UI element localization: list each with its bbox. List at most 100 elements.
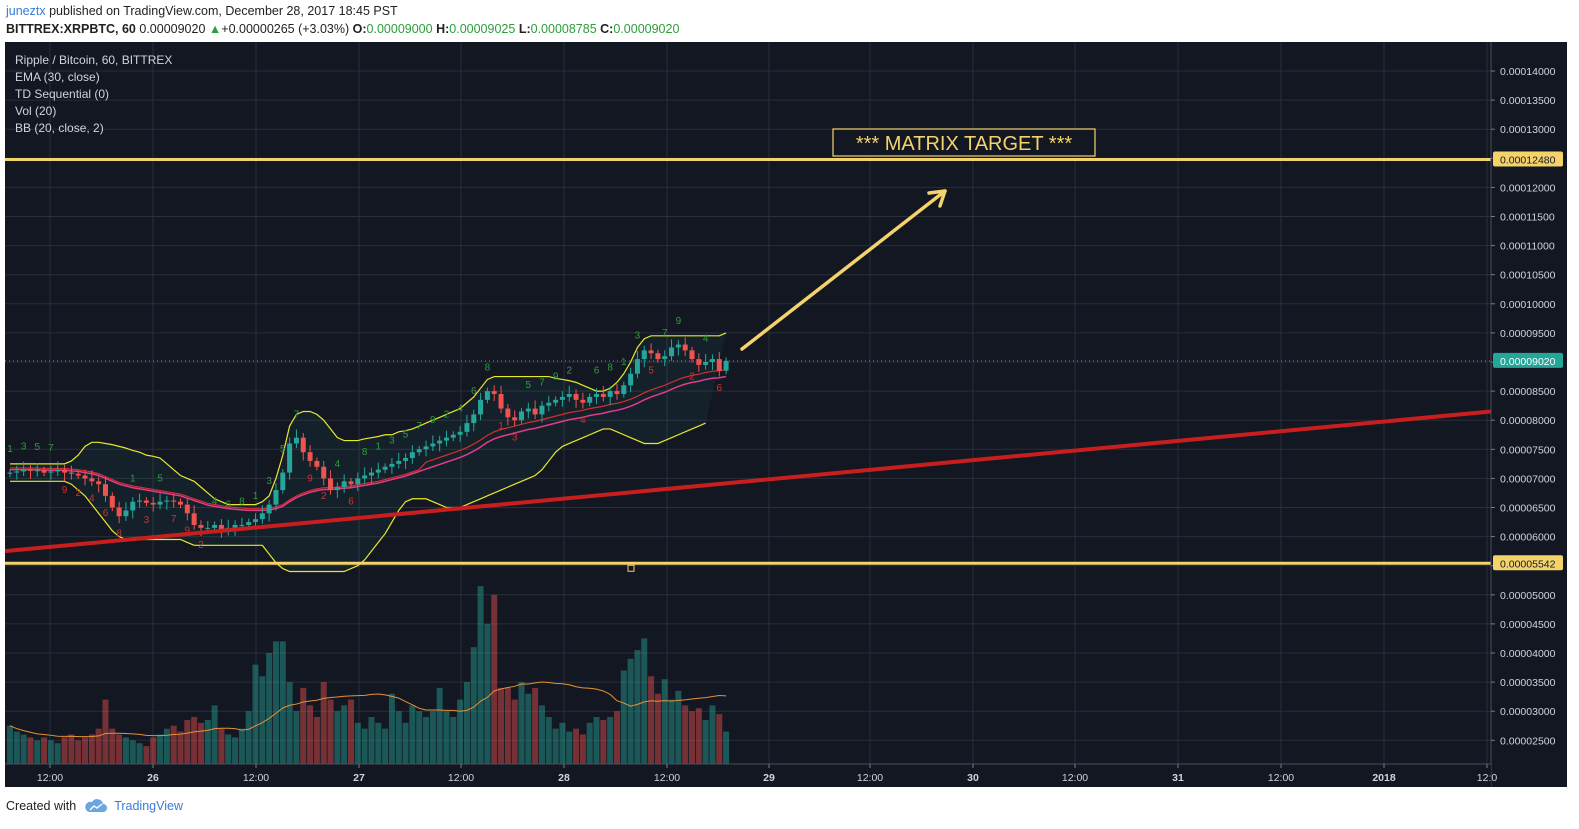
candle-body — [171, 500, 177, 502]
candle-body — [491, 391, 497, 395]
td-count: 4 — [580, 415, 586, 426]
symbol-line: BITTREX:XRPBTC, 60 0.00009020 ▲+0.000002… — [6, 22, 679, 38]
td-count: 4 — [89, 494, 95, 505]
candle-body — [382, 466, 388, 470]
volume-bar — [75, 740, 82, 764]
td-count: 8 — [607, 363, 613, 374]
volume-bar — [20, 734, 27, 764]
author-link[interactable]: juneztx — [6, 4, 46, 18]
legend-item-td: TD Sequential (0) — [15, 87, 109, 101]
trendline[interactable] — [5, 409, 1492, 554]
volume-bar — [518, 682, 525, 764]
volume-bar — [477, 586, 484, 764]
volume-bar — [470, 647, 477, 764]
volume-bar — [627, 658, 634, 764]
volume-bar — [157, 734, 164, 764]
volume-bar — [702, 719, 709, 764]
svg-text:0.00005542: 0.00005542 — [1500, 558, 1556, 570]
legend-item-bb: BB (20, close, 2) — [15, 121, 104, 135]
volume-bar — [532, 687, 539, 764]
low-value: 0.00008785 — [530, 22, 597, 36]
candle-body — [600, 394, 606, 397]
time-tick-label: 12:00 — [1062, 772, 1088, 784]
close-value: 0.00009020 — [613, 22, 680, 36]
target-arrow[interactable] — [740, 189, 947, 351]
td-count: 5 — [403, 430, 409, 441]
td-count: 3 — [266, 476, 272, 487]
price-tick-label: 0.00002500 — [1500, 735, 1556, 747]
price-tick-label: 0.00006000 — [1500, 532, 1556, 544]
volume-bar — [634, 650, 641, 764]
volume-bar — [266, 653, 273, 764]
footer: Created with TradingView — [6, 797, 183, 815]
candle-body — [703, 362, 709, 365]
volume-bar — [109, 728, 116, 764]
tradingview-link[interactable]: TradingView — [114, 799, 183, 813]
volume-bar — [579, 734, 586, 764]
ema-red-line — [10, 368, 727, 510]
volume-bar — [13, 731, 20, 764]
legend: Ripple / Bitcoin, 60, BITTREX EMA (30, c… — [15, 53, 172, 135]
td-count: 6 — [103, 508, 109, 519]
candle-body — [218, 524, 224, 531]
time-tick-label: 29 — [763, 772, 775, 784]
volume-bar — [436, 687, 443, 764]
price-tick-label: 0.00011000 — [1500, 241, 1555, 253]
volume-bar — [204, 719, 211, 764]
td-count: 7 — [171, 514, 177, 525]
bollinger-upper — [10, 332, 727, 506]
candle-body — [484, 391, 490, 400]
candle-body — [273, 490, 279, 505]
volume-bar — [225, 734, 232, 764]
time-axis[interactable]: 12:00 26 12:00 27 12:00 28 12:00 29 12:00 30 12:00… — [5, 763, 1497, 787]
td-count: 4 — [212, 497, 218, 508]
candle-body — [546, 402, 552, 406]
matrix-target-annotation[interactable]: *** MATRIX TARGET *** — [832, 128, 1096, 157]
td-count: 9 — [307, 473, 313, 484]
candle-body — [55, 469, 61, 472]
candle-body — [587, 396, 593, 403]
td-count: 5 — [34, 442, 40, 453]
volume-bar — [443, 711, 450, 764]
candle-body — [205, 527, 211, 529]
annotation-text: *** MATRIX TARGET *** — [856, 133, 1073, 155]
volume-bar — [641, 638, 648, 764]
volume-bar — [573, 728, 580, 764]
volume-bar — [675, 690, 682, 764]
candle-body — [634, 359, 640, 374]
volume-bar — [586, 722, 593, 764]
candle-body — [307, 452, 313, 461]
candle-body — [96, 481, 102, 485]
candle-body — [375, 469, 381, 473]
candle-body — [178, 501, 183, 505]
volume-bar — [218, 728, 225, 764]
price-tick-label: 0.00009500 — [1500, 328, 1556, 340]
high-value: 0.00009025 — [449, 22, 516, 36]
close-label: C: — [600, 22, 614, 36]
td-count: 1 — [621, 357, 627, 368]
volume-bar — [682, 705, 689, 764]
time-tick-label: 27 — [353, 772, 365, 784]
price-change: +0.00000265 (+3.03%) — [221, 22, 350, 36]
price-tick-label: 0.00010000 — [1500, 299, 1556, 311]
candle-body — [362, 475, 368, 479]
candle-body — [689, 350, 695, 360]
line-handle[interactable] — [627, 564, 635, 572]
volume-bar — [163, 728, 170, 764]
td-count: 2 — [321, 491, 327, 502]
volume-bar — [695, 708, 702, 764]
volume-bar — [334, 711, 341, 764]
td-count: 2 — [198, 540, 204, 551]
volume-bar — [511, 699, 518, 764]
candle-body — [14, 471, 20, 473]
candle-body — [662, 356, 668, 360]
volume-bar — [648, 676, 655, 764]
candle-body — [669, 347, 675, 357]
td-count: 9 — [676, 316, 682, 327]
volume-bar — [136, 743, 143, 764]
candle-body — [416, 449, 422, 453]
time-tick-label: 12:00 — [654, 772, 680, 784]
